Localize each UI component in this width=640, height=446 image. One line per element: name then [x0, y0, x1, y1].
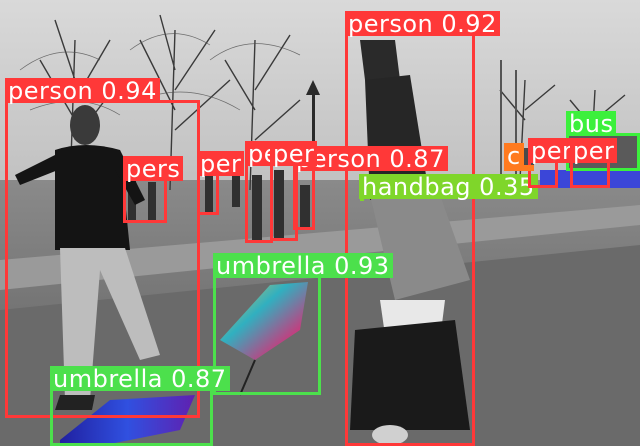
detection-box-person: per — [528, 138, 576, 188]
detection-box-person: per — [197, 151, 245, 215]
detection-box-person: person 0.94 — [5, 78, 200, 418]
detection-label: person 0.87 — [293, 146, 448, 172]
detection-box-person: per — [270, 141, 318, 241]
detection-box-umbrella: umbrella 0.87 — [50, 366, 230, 446]
detection-label: handbag 0.35 — [359, 174, 538, 200]
detection-label: per — [528, 138, 576, 164]
detection-label: umbrella 0.93 — [213, 253, 393, 279]
detection-box-person: per — [570, 138, 618, 188]
detection-box-bus: bus — [566, 111, 640, 171]
detection-label: bus — [566, 111, 617, 137]
detection-label: per — [197, 151, 245, 177]
detection-box-person: person 0.87 — [293, 146, 448, 230]
detection-box-person: per — [245, 141, 293, 243]
detection-box-umbrella: umbrella 0.93 — [213, 253, 393, 395]
detection-box-person: person 0.92 — [345, 11, 500, 446]
detection-label: person 0.94 — [5, 78, 160, 104]
detection-label: c — [504, 143, 524, 169]
detection-box-handbag: handbag 0.35 — [359, 174, 538, 201]
detection-box-car: c — [504, 143, 534, 171]
detection-label: umbrella 0.87 — [50, 366, 230, 392]
detection-label: pers — [123, 156, 184, 182]
detection-box-person: pers — [123, 156, 184, 223]
detection-label: per — [570, 138, 618, 164]
detection-label: per — [270, 141, 318, 167]
detection-label: person 0.92 — [345, 11, 500, 37]
